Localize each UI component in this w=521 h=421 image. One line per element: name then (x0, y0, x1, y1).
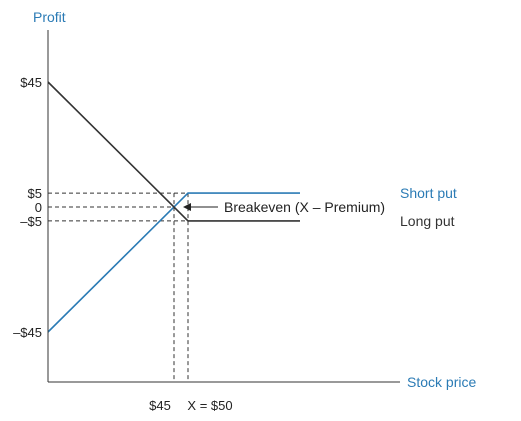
y-tick-label: –$45 (13, 325, 42, 340)
breakeven-annotation: Breakeven (X – Premium) (224, 199, 385, 215)
y-axis-label: Profit (33, 9, 66, 25)
x-tick-label: X = $50 (187, 398, 232, 413)
series-line-short-put (47, 192, 300, 333)
y-tick-label: 0 (35, 200, 42, 215)
y-tick-label: $5 (28, 186, 42, 201)
x-tick-label: $45 (149, 398, 171, 413)
series-label: Long put (400, 213, 455, 229)
series-lines (47, 81, 300, 333)
series-labels: Short put Long put (400, 185, 457, 229)
y-tick-label: $45 (20, 75, 42, 90)
series-label: Short put (400, 185, 457, 201)
reference-lines (48, 192, 189, 382)
x-axis-label: Stock price (407, 374, 476, 390)
series-line-long-put (47, 81, 300, 222)
y-tick-label: –$5 (20, 214, 42, 229)
x-tick-labels: $45 X = $50 (149, 398, 232, 413)
y-tick-labels: $45 $50–$5 –$45 (13, 75, 42, 340)
